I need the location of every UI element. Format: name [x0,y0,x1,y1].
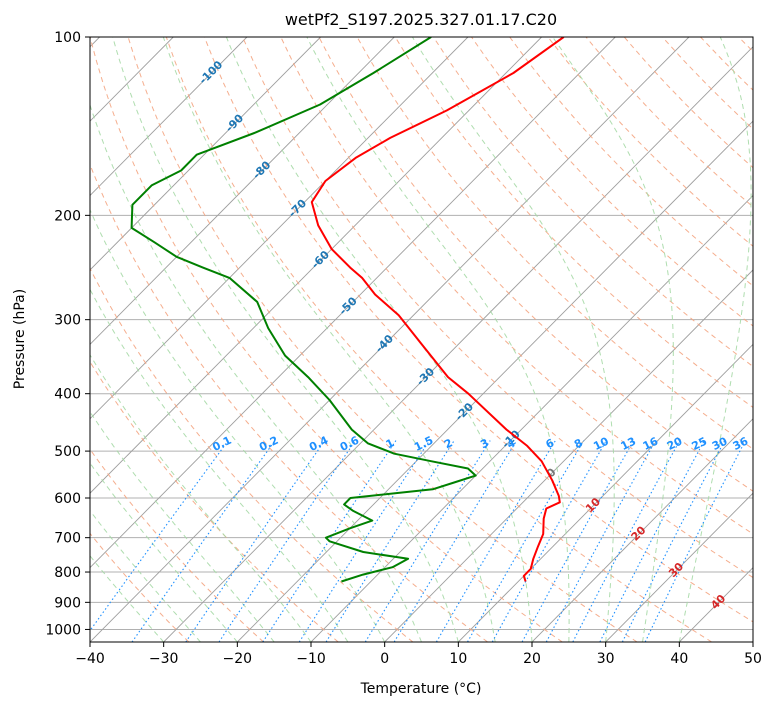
isotherm-grid [90,37,753,642]
dry-adiabat [318,37,753,492]
dry-adiabat [90,267,414,642]
mixing-ratio-line [364,440,491,642]
isotherm-line [90,37,248,197]
dry-adiabat [356,37,753,450]
mixing-ratio-line [491,440,607,642]
mixing-ratio-line [262,440,397,642]
y-tick-label: 1000 [45,622,81,638]
mixing-ratio-line [298,440,430,642]
mixing-ratio-line [90,440,229,632]
mixing-ratio-line [325,440,455,642]
moist-adiabat [90,410,275,642]
mixing-ratio-line [467,440,585,642]
x-tick-label: −30 [149,651,179,667]
mixing-ratio-label: 16 [641,434,661,453]
x-tick-label: 50 [744,651,762,667]
dewpoint-profile [130,37,477,583]
isotherm-line [90,37,469,420]
x-tick-label: 10 [449,651,467,667]
dry-adiabat [471,37,753,327]
y-tick-label: 900 [54,595,81,611]
moist-adiabat [90,555,165,642]
x-tick-label: −10 [296,651,326,667]
x-axis-ticks: −40 −30 −20 −10 0 10 20 30 40 50 [75,642,762,667]
mixing-ratio-line [218,440,356,642]
isotherm-line [163,46,753,642]
isotherm-line [310,194,753,642]
y-axis-label: Pressure (hPa) [12,289,28,389]
mixing-ratio-line [521,440,635,642]
isotherm-line [531,418,753,642]
isotherm-line [237,120,753,642]
moist-adiabat [90,510,201,642]
dry-adiabat [165,37,712,642]
dry-adiabat [203,37,753,623]
dry-adiabat [127,37,638,642]
mixing-ratio-line [644,440,746,642]
plot-frame [89,36,754,643]
moist-adiabat [411,37,615,642]
mixing-ratio-line [545,440,657,642]
x-axis-label: Temperature (°C) [360,681,482,697]
isotherm-line [90,37,616,569]
moist-adiabat [90,353,312,642]
x-tick-label: −40 [75,651,105,667]
isotherm-line [384,269,753,642]
moist-adiabat [552,37,674,642]
isotherm-line [90,37,395,345]
dry-adiabat [90,360,339,642]
y-tick-label: 200 [54,208,81,224]
isotherm-line [458,343,753,642]
mixing-ratio-label: 10 [591,434,611,453]
y-tick-label: 600 [54,491,81,507]
isobar-grid [90,37,753,630]
y-tick-label: 800 [54,565,81,581]
moist-adiabat [90,103,422,642]
chart-title: wetPf2_S197.2025.327.01.17.C20 [285,10,557,30]
moist-adiabat [90,208,386,642]
x-tick-label: 20 [523,651,541,667]
mixing-ratio-line [185,440,326,642]
mixing-ratio-label: 36 [731,434,751,453]
x-tick-label: −20 [223,651,253,667]
y-tick-label: 300 [54,313,81,329]
dry-adiabat [90,532,190,642]
y-axis-ticks: 100 200 300 400 500 600 700 800 900 1000 [45,30,90,638]
mixing-ratio-lines [90,440,746,642]
x-tick-label: 30 [597,651,615,667]
mixing-ratio-line [393,440,518,642]
moist-adiabat [90,462,238,642]
sounding-profiles [130,37,565,583]
dry-adiabat [90,37,563,642]
x-tick-label: 0 [380,651,389,667]
dry-adiabat [90,163,488,642]
isotherm-line [605,492,753,642]
x-tick-label: 40 [670,651,688,667]
isotherm-line [90,37,542,494]
temperature-profile [310,37,565,582]
mixing-ratio-line [621,440,726,642]
dry-adiabats [90,37,753,642]
mixing-ratio-label: 25 [690,435,709,453]
mixing-ratio-label: 30 [710,434,730,453]
mixing-ratio-line [435,440,556,642]
mixing-ratio-label: 13 [619,435,638,453]
mixing-ratio-label: 20 [665,434,685,453]
isotherm-line [90,37,321,271]
y-tick-label: 100 [54,30,81,46]
y-tick-label: 400 [54,387,81,403]
y-tick-label: 700 [54,531,81,547]
moist-adiabat [112,37,459,642]
y-tick-label: 500 [54,444,81,460]
plot-area: -100-90-80-70-60-50-40-30-20-10010203040… [90,37,753,642]
moist-adiabat [306,37,570,642]
isotherm-line [90,37,690,642]
